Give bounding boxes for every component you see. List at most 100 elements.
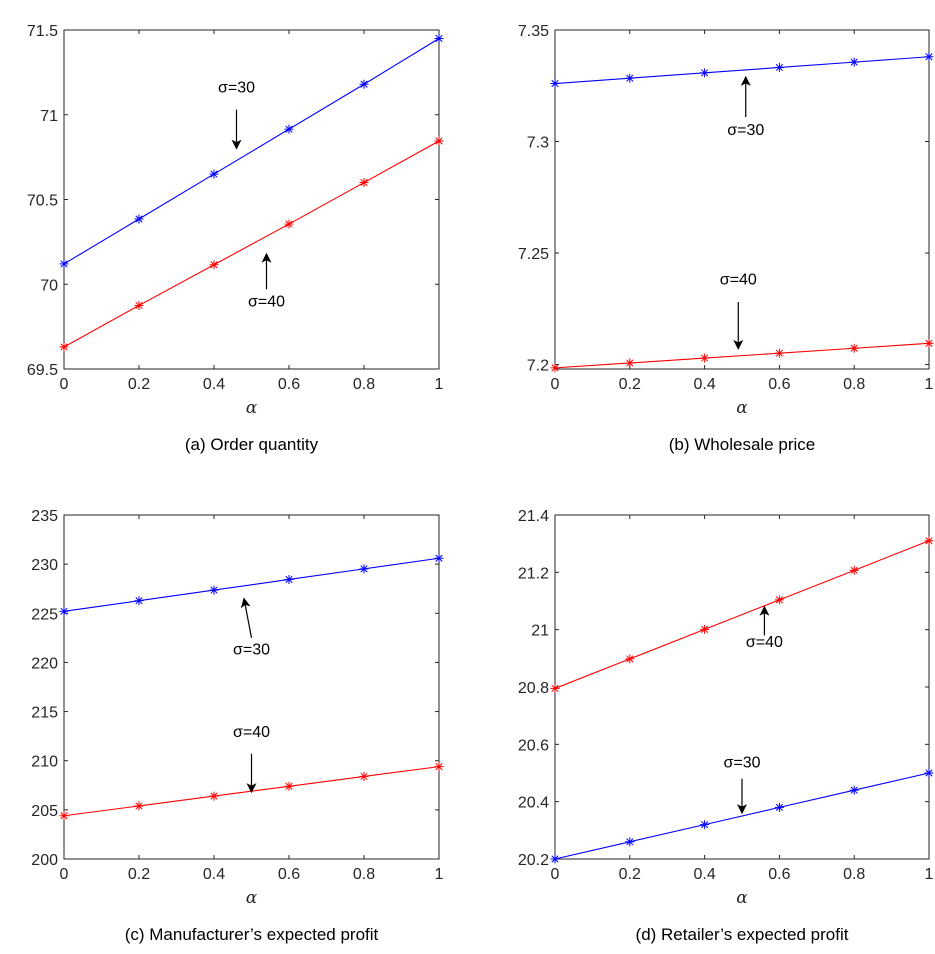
data-point-marker: [359, 564, 369, 574]
y-tick-label: 71.5: [27, 23, 58, 40]
x-tick-label: 0: [60, 866, 69, 883]
x-tick-label: 1: [435, 376, 444, 393]
chart-wholesale-price: 0 0.2 0.4 0.6 0.8 1 7.2 7.25 7.3 7.35 σ=30 σ=40 α (b)…: [518, 23, 934, 454]
data-point-marker: [434, 33, 444, 43]
data-point-marker: [434, 553, 444, 563]
data-point-marker: [849, 785, 859, 795]
data-point-marker: [849, 565, 859, 575]
annotation-label: σ=30: [218, 80, 255, 97]
y-tick-label: 21.4: [518, 508, 549, 525]
x-tick-label: 0: [551, 866, 560, 883]
annotation-label: σ=40: [248, 293, 285, 310]
series-line-0: [550, 536, 934, 693]
data-point-marker: [774, 595, 784, 605]
data-point-marker: [849, 57, 859, 67]
y-tick-label: 235: [31, 508, 58, 525]
y-tick-label: 7.35: [518, 23, 549, 40]
y-tick-label: 71: [40, 108, 58, 125]
x-tick-label: 0.4: [203, 376, 225, 393]
y-tick-label: 210: [31, 754, 58, 771]
x-tick-label: 1: [925, 376, 934, 393]
data-point-marker: [924, 52, 934, 62]
series-path: [63, 557, 440, 612]
x-tick-label: 0.2: [619, 866, 641, 883]
data-point-marker: [774, 802, 784, 812]
data-point-marker: [284, 781, 294, 791]
axes-frame: [63, 514, 440, 860]
data-point-marker: [774, 62, 784, 72]
x-tick-label: 0: [551, 376, 560, 393]
data-point-marker: [700, 353, 710, 363]
axes-frame: [554, 29, 930, 370]
y-tick-label: 7.2: [527, 358, 549, 375]
series-path: [554, 56, 930, 85]
series-line-0: [59, 33, 444, 269]
chart-retailer-profit: 0 0.2 0.4 0.6 0.8 1 20.2 20.4 20.6 20.8 21 21.2 21.4…: [518, 508, 934, 944]
data-point-marker: [700, 820, 710, 830]
data-point-marker: [550, 79, 560, 89]
x-tick-label: 0.4: [203, 866, 225, 883]
data-point-marker: [284, 219, 294, 229]
data-point-marker: [550, 363, 560, 373]
chart-manufacturer-profit: 0 0.2 0.4 0.6 0.8 1 200 205 210 215 220 225 230 235 σ=…: [31, 508, 443, 944]
y-tick-label: 69.5: [27, 362, 58, 379]
x-tick-label: 0.8: [353, 866, 375, 883]
data-point-marker: [625, 73, 635, 83]
data-point-marker: [924, 338, 934, 348]
data-point-marker: [625, 654, 635, 664]
y-tick-label: 225: [31, 606, 58, 623]
series-line-1: [59, 136, 444, 352]
data-point-marker: [134, 801, 144, 811]
annotation-label: σ=30: [723, 754, 760, 771]
x-tick-label: 1: [925, 866, 934, 883]
data-point-marker: [625, 837, 635, 847]
data-point-marker: [550, 854, 560, 864]
data-point-marker: [359, 771, 369, 781]
y-tick-label: 7.25: [518, 246, 549, 263]
series-line-0: [59, 553, 444, 616]
data-point-marker: [849, 343, 859, 353]
panel-caption: (b) Wholesale price: [669, 435, 815, 454]
data-point-marker: [550, 683, 560, 693]
data-point-marker: [774, 348, 784, 358]
y-tick-label: 20.2: [518, 852, 549, 869]
panel-caption: (c) Manufacturer’s expected profit: [125, 925, 379, 944]
series-path: [554, 540, 930, 689]
data-point-marker: [209, 585, 219, 595]
data-point-marker: [59, 811, 69, 821]
annotation-label: σ=30: [727, 122, 764, 139]
annotation-arrow: [240, 597, 253, 638]
data-point-marker: [700, 68, 710, 78]
data-point-marker: [359, 178, 369, 188]
panel-caption: (a) Order quantity: [185, 435, 319, 454]
annotation-label: σ=30: [233, 642, 270, 659]
data-point-marker: [625, 358, 635, 368]
x-tick-label: 0.2: [128, 866, 150, 883]
y-tick-label: 21.2: [518, 565, 549, 582]
y-tick-label: 20.4: [518, 795, 549, 812]
series-path: [63, 38, 440, 265]
series-path: [554, 772, 930, 860]
data-point-marker: [924, 768, 934, 778]
x-tick-label: 0.6: [278, 866, 300, 883]
x-axis-label: α: [736, 888, 748, 908]
x-axis-label: α: [246, 888, 258, 908]
data-point-marker: [284, 124, 294, 134]
series-line-1: [550, 768, 934, 864]
x-tick-label: 0.2: [128, 376, 150, 393]
chart-order-quantity: 0 0.2 0.4 0.6 0.8 1 69.5 70 70.5 71 71.5 σ=30 σ=40 α (…: [27, 23, 444, 454]
y-tick-label: 70.5: [27, 193, 58, 210]
data-point-marker: [209, 791, 219, 801]
annotation-label: σ=40: [720, 271, 757, 288]
y-tick-label: 21: [531, 623, 549, 640]
y-tick-label: 70: [40, 277, 58, 294]
panel-caption: (d) Retailer’s expected profit: [636, 925, 849, 944]
series-line-1: [550, 338, 934, 373]
series-path: [554, 342, 930, 369]
data-point-marker: [134, 300, 144, 310]
series-path: [63, 140, 440, 348]
data-point-marker: [59, 259, 69, 269]
data-point-marker: [284, 574, 294, 584]
series-line-0: [550, 52, 934, 89]
